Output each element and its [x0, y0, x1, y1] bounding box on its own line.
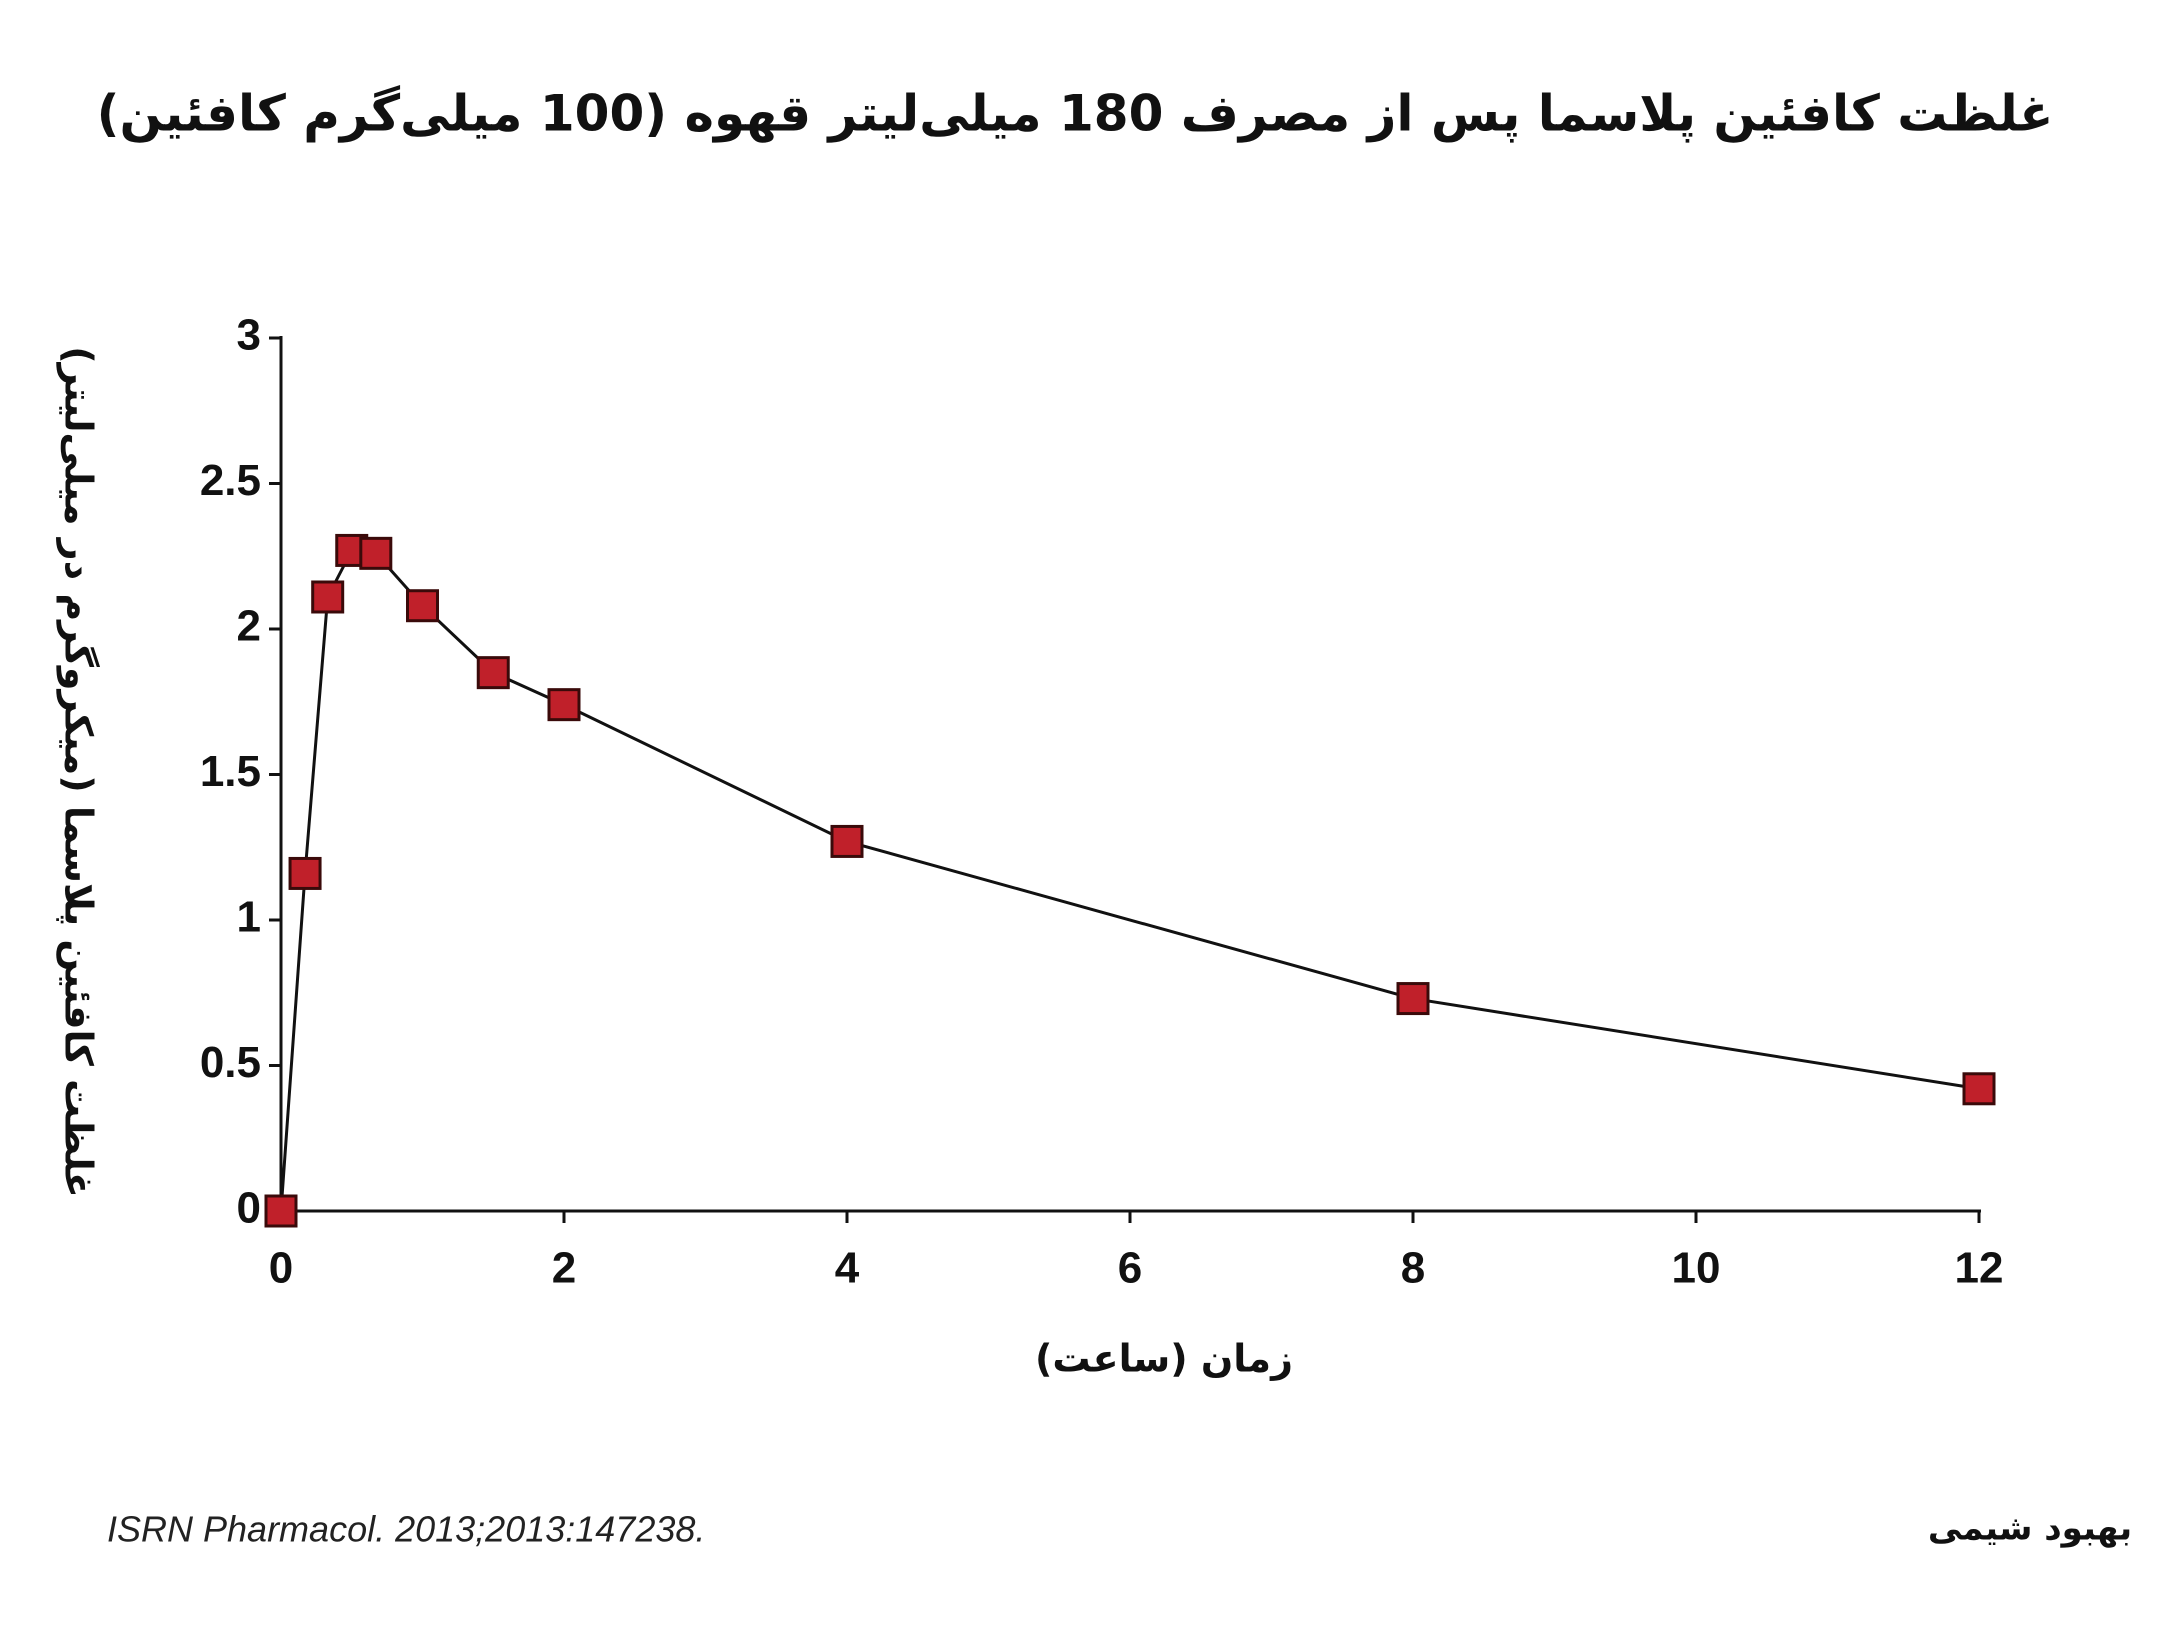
marker — [264, 1194, 298, 1228]
x-tick-label: 12 — [1955, 1244, 2004, 1293]
x-tick-label: 6 — [1118, 1244, 1142, 1293]
series-line — [279, 548, 1980, 1212]
x-tick-label: 2 — [552, 1244, 576, 1293]
marker — [406, 589, 439, 623]
y-tick-label: 2.5 — [200, 456, 261, 505]
x-tick-label: 8 — [1401, 1244, 1425, 1293]
marker — [476, 656, 510, 690]
y-tick-label: 0 — [237, 1184, 261, 1233]
author: بهبود شیمی — [1928, 1509, 2132, 1549]
x-tick-label: 4 — [835, 1244, 860, 1293]
y-tick-label: 2 — [237, 602, 261, 651]
y-tick-label: 1 — [237, 893, 261, 942]
marker — [830, 824, 864, 858]
y-tick-label: 0.5 — [200, 1038, 261, 1087]
y-tick-label: 3 — [237, 311, 261, 360]
y-axis-title: غلظت کافئین پلاسما (میکروگرم در میلی‌لیت… — [56, 346, 101, 1198]
x-tick-label: 10 — [1672, 1244, 1721, 1293]
marker — [359, 536, 393, 570]
marker — [1396, 982, 1430, 1016]
source: ISRN Pharmacol. 2013;2013:147238. — [107, 1509, 705, 1550]
y-tick-label: 1.5 — [200, 747, 261, 796]
x-tick-label: 0 — [269, 1244, 293, 1293]
marker — [288, 856, 322, 890]
marker — [547, 688, 581, 722]
x-axis-title: زمان (ساعت) — [1035, 1337, 1293, 1381]
chart-title: غلظت کافئین پلاسما پس از مصرف 180 میلی‌ل… — [97, 85, 2054, 144]
marker — [1962, 1072, 1996, 1106]
marker — [311, 580, 345, 614]
